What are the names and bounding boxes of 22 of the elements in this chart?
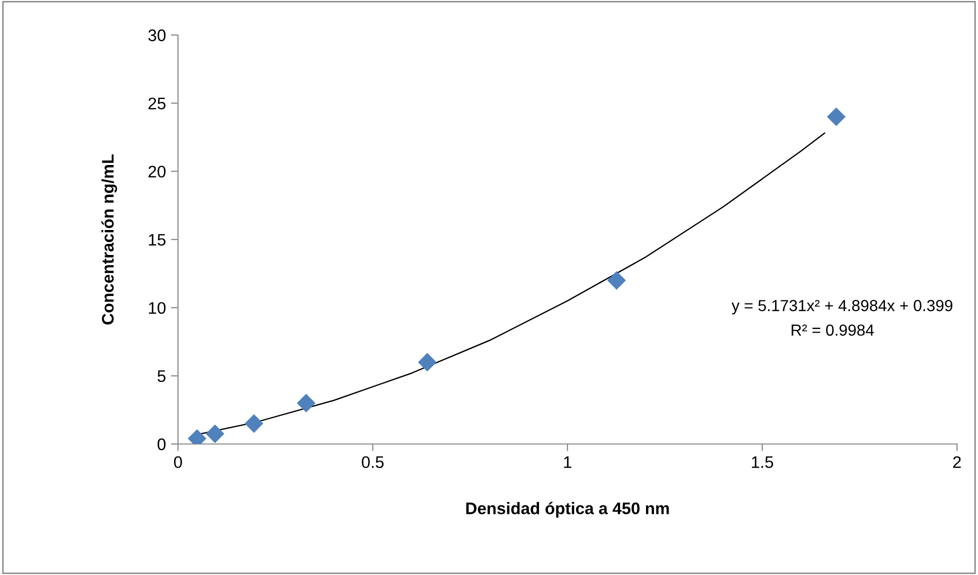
y-tick-label: 15: [148, 234, 166, 246]
point: [244, 414, 264, 433]
point: [418, 352, 437, 372]
y-tick-label: 25: [148, 98, 166, 110]
y-tick-label: 30: [148, 29, 166, 42]
y-tick-label: 0: [158, 438, 166, 450]
point: [206, 424, 224, 444]
annotation: R² = 0.9984: [792, 324, 874, 336]
point: [826, 107, 846, 126]
annotation: y = 5.1731x² + 4.8984x + 0.399: [732, 300, 952, 314]
x-tick-label: 2: [953, 456, 961, 468]
x-tick-label: 0: [174, 456, 182, 468]
x-tick-label: 1: [564, 456, 572, 468]
y-tick-label: 5: [158, 370, 166, 382]
point: [607, 271, 626, 290]
point: [296, 394, 316, 412]
y-tick-label: 10: [148, 302, 166, 314]
x-axis-title: Densidad óptica a 450 nm: [466, 502, 669, 518]
y-tick-label: 20: [148, 166, 166, 178]
x-tick-label: 1.5: [752, 456, 774, 468]
y-axis-title: Concentración ng/mL: [101, 154, 118, 324]
x-tick-label: 0.5: [362, 456, 384, 468]
